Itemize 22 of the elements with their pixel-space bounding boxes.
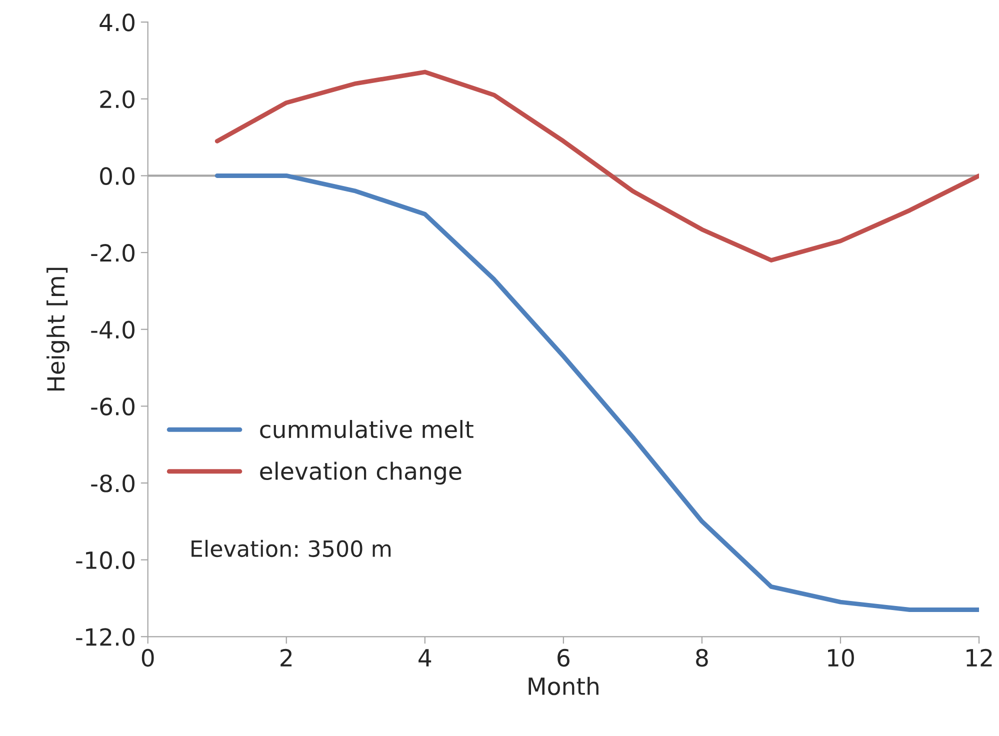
y-axis-title: Height [m] [46, 268, 70, 391]
y-tick-label: 0.0 [100, 167, 134, 186]
x-axis-title: Month [528, 676, 598, 696]
y-tick-label: -12.0 [76, 628, 134, 646]
line-series [214, 70, 980, 262]
y-tick-label: -10.0 [76, 551, 134, 570]
legend-label: elevation change [260, 462, 462, 485]
annotation: Elevation: 3500 m [192, 540, 391, 558]
y-tick-label: -6.0 [91, 398, 134, 416]
x-tick-label: 8 [696, 648, 708, 667]
y-tick-label: 2.0 [100, 90, 134, 108]
x-tick-label: 10 [828, 648, 854, 667]
x-tick-label: 12 [966, 648, 992, 666]
x-tick-label: 6 [558, 648, 570, 667]
x-tick-label: 2 [280, 648, 292, 666]
y-tick-label: 4.0 [100, 14, 134, 32]
y-tick-label: -8.0 [91, 474, 134, 492]
y-tick-label: -2.0 [91, 244, 134, 262]
x-tick-label: 0 [142, 648, 154, 667]
legend-label: cummulative melt [260, 420, 474, 438]
x-tick-label: 4 [418, 649, 432, 666]
y-tick-label: -4.0 [91, 320, 134, 339]
